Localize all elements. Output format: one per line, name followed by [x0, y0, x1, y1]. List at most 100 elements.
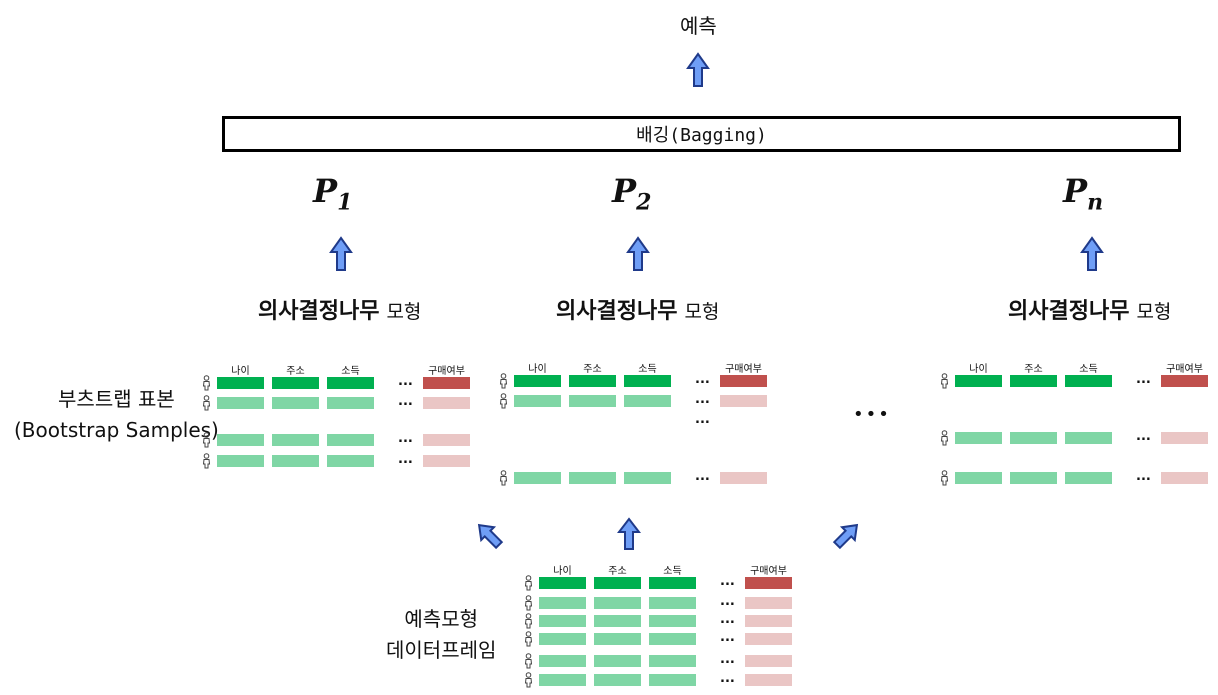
arrow-up-icon: [617, 517, 641, 550]
skip-ellipsis: ...: [695, 412, 710, 427]
bootstrap-samples-label: 부츠트랩 표본 (Bootstrap Samples): [14, 387, 219, 442]
header-cell: [272, 377, 319, 389]
data-cell: [649, 633, 696, 645]
p-label-n: Pn: [1063, 172, 1104, 216]
data-cell: [1010, 432, 1057, 444]
data-target-cell: [1161, 472, 1208, 484]
model-label-1: 의사결정나무 모형: [258, 299, 422, 324]
person-icon: [499, 470, 508, 486]
header-cell: [217, 377, 264, 389]
header-target-cell: [745, 577, 792, 589]
row-ellipsis: ...: [695, 392, 710, 407]
data-cell: [327, 455, 374, 467]
person-icon: [524, 595, 533, 611]
data-cell: [569, 472, 616, 484]
column-header: 구매여부: [1166, 364, 1203, 375]
header-cell: [327, 377, 374, 389]
data-cell: [594, 674, 641, 686]
data-target-cell: [745, 615, 792, 627]
column-header: 주소: [286, 366, 305, 377]
column-header: 나이: [553, 566, 572, 577]
column-header: 주소: [608, 566, 627, 577]
data-cell: [649, 597, 696, 609]
model-label-2: 의사결정나무 모형: [556, 299, 720, 324]
header-cell: [624, 375, 671, 387]
row-ellipsis: ...: [720, 612, 735, 627]
data-target-cell: [1161, 432, 1208, 444]
person-icon: [524, 575, 533, 591]
header-cell: [1010, 375, 1057, 387]
arrow-up-right-icon: [832, 523, 859, 550]
data-cell: [955, 432, 1002, 444]
data-cell: [649, 674, 696, 686]
data-cell: [539, 615, 586, 627]
data-cell: [594, 655, 641, 667]
data-cell: [594, 615, 641, 627]
person-icon: [524, 653, 533, 669]
person-icon: [202, 453, 211, 469]
row-ellipsis: ...: [398, 452, 413, 467]
arrow-up-icon: [1080, 236, 1104, 271]
arrow-up-left-icon: [477, 523, 504, 550]
header-cell: [539, 577, 586, 589]
p-label-2: P2: [612, 172, 652, 216]
data-target-cell: [745, 597, 792, 609]
header-cell: [569, 375, 616, 387]
more-samples-ellipsis: •••: [853, 404, 891, 425]
header-cell: [594, 577, 641, 589]
column-header: 나이: [969, 364, 988, 375]
p-label-1: P1: [313, 172, 353, 216]
data-cell: [217, 397, 264, 409]
header-cell: [514, 375, 561, 387]
column-header: 나이: [528, 364, 547, 375]
column-header: 나이: [231, 366, 250, 377]
column-header: 구매여부: [428, 366, 465, 377]
header-target-cell: [423, 377, 470, 389]
row-ellipsis: ...: [720, 574, 735, 589]
person-icon: [940, 430, 949, 446]
person-icon: [524, 613, 533, 629]
column-header: 주소: [583, 364, 602, 375]
header-cell: [955, 375, 1002, 387]
person-icon: [524, 631, 533, 647]
data-cell: [514, 395, 561, 407]
data-target-cell: [423, 455, 470, 467]
arrow-up-icon: [626, 236, 650, 271]
arrow-up-icon: [686, 52, 710, 87]
data-target-cell: [423, 397, 470, 409]
data-target-cell: [745, 674, 792, 686]
column-header: 주소: [1024, 364, 1043, 375]
column-header: 소득: [341, 366, 360, 377]
header-cell: [649, 577, 696, 589]
column-header: 구매여부: [725, 364, 762, 375]
person-icon: [524, 672, 533, 688]
row-ellipsis: ...: [720, 630, 735, 645]
row-ellipsis: ...: [720, 594, 735, 609]
row-ellipsis: ...: [720, 671, 735, 686]
bagging-label: 배깅(Bagging): [636, 125, 767, 146]
prediction-label: 예측: [680, 14, 717, 38]
data-cell: [649, 655, 696, 667]
data-cell: [1010, 472, 1057, 484]
data-cell: [272, 434, 319, 446]
data-cell: [539, 674, 586, 686]
data-cell: [539, 597, 586, 609]
dataframe-label: 예측모형 데이터프레임: [386, 607, 497, 662]
data-cell: [217, 434, 264, 446]
data-cell: [272, 397, 319, 409]
row-ellipsis: ...: [720, 652, 735, 667]
data-target-cell: [423, 434, 470, 446]
column-header: 구매여부: [750, 566, 787, 577]
data-target-cell: [745, 633, 792, 645]
model-label-n: 의사결정나무 모형: [1008, 299, 1172, 324]
row-ellipsis: ...: [695, 469, 710, 484]
person-icon: [499, 393, 508, 409]
person-icon: [499, 373, 508, 389]
data-target-cell: [745, 655, 792, 667]
data-cell: [327, 434, 374, 446]
person-icon: [202, 395, 211, 411]
data-cell: [327, 397, 374, 409]
data-cell: [624, 395, 671, 407]
column-header: 소득: [1079, 364, 1098, 375]
person-icon: [940, 373, 949, 389]
